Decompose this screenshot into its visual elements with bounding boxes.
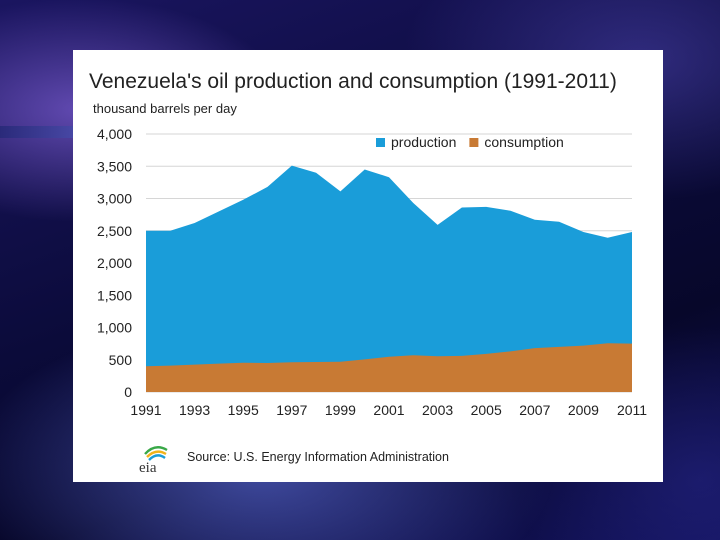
x-tick-label-2009: 2009	[568, 402, 599, 418]
y-tick-label-1500: 1,500	[97, 287, 132, 303]
legend: production consumption	[376, 134, 564, 150]
x-tick-label-2007: 2007	[519, 402, 550, 418]
x-tick-label-1999: 1999	[325, 402, 356, 418]
decorative-bar	[0, 126, 80, 138]
legend-label-production: production	[391, 134, 456, 150]
x-tick-label-1991: 1991	[130, 402, 161, 418]
y-axis-label: thousand barrels per day	[93, 101, 237, 116]
chart-title: Venezuela's oil production and consumpti…	[89, 70, 617, 93]
y-tick-label-3000: 3,000	[97, 191, 132, 207]
y-tick-labels: 0 500 1,000 1,500 2,000 2,500 3,000 3,500 4,000	[97, 126, 132, 400]
x-tick-label-2011: 2011	[617, 402, 647, 418]
legend-swatch-consumption	[469, 138, 479, 147]
area-consumption	[146, 343, 632, 392]
x-tick-label-2001: 2001	[373, 402, 404, 418]
x-tick-label-2003: 2003	[422, 402, 453, 418]
x-tick-label-1995: 1995	[228, 402, 259, 418]
chart-panel: Venezuela's oil production and consumpti…	[73, 50, 663, 482]
legend-label-consumption: consumption	[484, 134, 563, 150]
y-tick-label-2000: 2,000	[97, 255, 132, 271]
eia-logo-icon: eia	[135, 440, 175, 474]
eia-logo-text: eia	[139, 460, 157, 474]
y-tick-label-2500: 2,500	[97, 223, 132, 239]
chart-svg: Venezuela's oil production and consumpti…	[89, 70, 647, 418]
area-series-group	[146, 165, 632, 392]
area-production	[146, 165, 632, 392]
x-tick-label-1993: 1993	[179, 402, 210, 418]
y-tick-label-0: 0	[124, 384, 132, 400]
y-tick-label-500: 500	[109, 352, 133, 368]
x-tick-labels: 1991 1993 1995 1997 1999 2001 2003 2005 2007 2009…	[130, 402, 647, 418]
y-tick-label-3500: 3,500	[97, 158, 132, 174]
source-row: eia Source: U.S. Energy Information Admi…	[135, 439, 449, 475]
legend-swatch-production	[376, 138, 385, 147]
x-tick-label-2005: 2005	[471, 402, 502, 418]
y-tick-label-4000: 4,000	[97, 126, 132, 142]
x-tick-label-1997: 1997	[276, 402, 307, 418]
y-tick-label-1000: 1,000	[97, 320, 132, 336]
source-text: Source: U.S. Energy Information Administ…	[187, 450, 449, 464]
